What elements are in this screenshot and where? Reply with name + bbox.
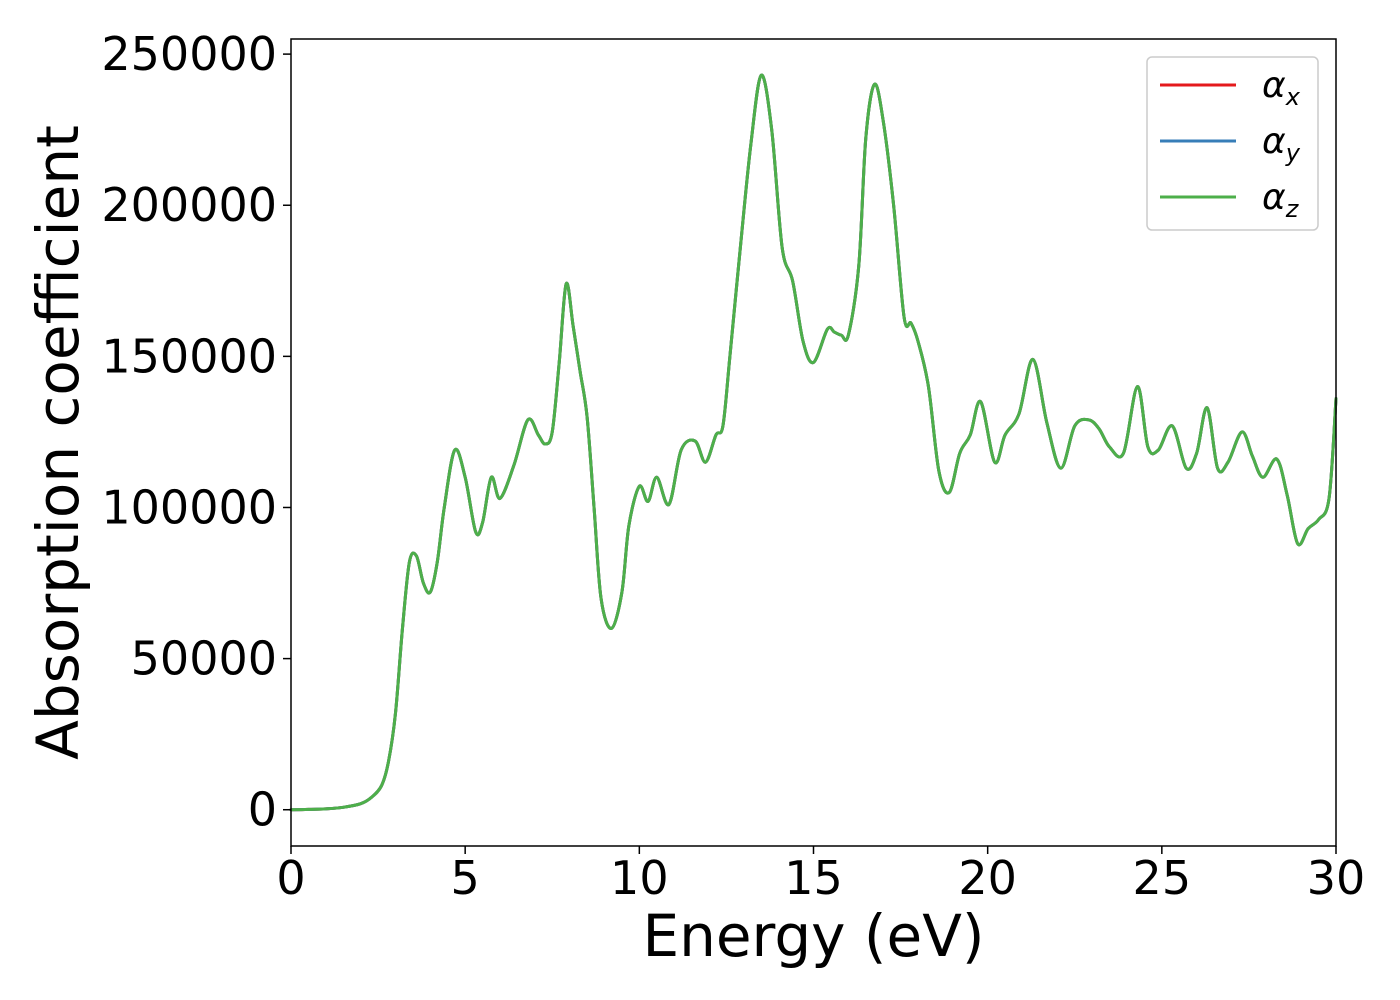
y-tick-label: 150000 bbox=[101, 329, 277, 383]
y-tick-label: 250000 bbox=[101, 27, 277, 81]
legend-subscript: y bbox=[1285, 139, 1301, 167]
x-tick-label: 15 bbox=[784, 851, 843, 905]
legend-label-z: αz bbox=[1262, 177, 1300, 223]
y-axis-label: Absorption coefficient bbox=[24, 125, 92, 760]
legend-box bbox=[1146, 56, 1319, 231]
x-tick-label: 20 bbox=[958, 851, 1017, 905]
legend-label-x: αx bbox=[1262, 65, 1301, 111]
y-tick-label: 200000 bbox=[101, 178, 277, 232]
legend-label-y: αy bbox=[1262, 121, 1301, 167]
series-line-z bbox=[289, 73, 1338, 812]
x-tick-label: 25 bbox=[1133, 851, 1192, 905]
x-tick-label: 5 bbox=[451, 851, 480, 905]
x-tick-label: 0 bbox=[276, 851, 305, 905]
y-tick-label: 50000 bbox=[131, 632, 277, 686]
x-tick-label: 10 bbox=[610, 851, 669, 905]
legend-subscript: x bbox=[1285, 83, 1301, 111]
legend-symbol: α bbox=[1262, 65, 1286, 106]
legend-symbol: α bbox=[1262, 177, 1286, 218]
y-tick-label: 100000 bbox=[101, 480, 277, 534]
series-layer bbox=[289, 73, 1338, 812]
x-axis-label: Energy (eV) bbox=[642, 902, 984, 970]
legend-subscript: z bbox=[1285, 195, 1300, 223]
y-tick-label: 0 bbox=[248, 783, 277, 837]
x-axis: 0 5 10 15 20 25 30 bbox=[276, 846, 1365, 905]
y-axis: 0 50000 100000 150000 200000 250000 bbox=[101, 27, 291, 837]
legend-symbol: α bbox=[1262, 121, 1286, 162]
x-tick-label: 30 bbox=[1307, 851, 1366, 905]
